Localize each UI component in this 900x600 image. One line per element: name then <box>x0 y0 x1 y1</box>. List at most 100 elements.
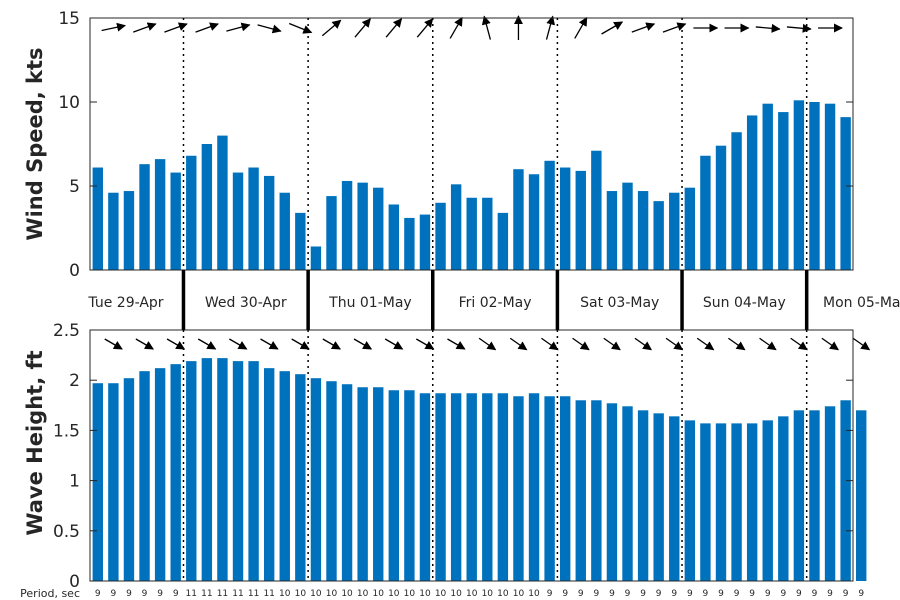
wind-bar <box>684 187 696 270</box>
wave-direction-arrow <box>634 337 653 351</box>
wind-bar <box>123 191 135 270</box>
period-value: 9 <box>126 589 132 599</box>
wave-direction-arrow <box>353 338 373 350</box>
wind-bar <box>544 160 555 270</box>
wave-direction-arrow <box>852 337 871 351</box>
wave-bar <box>482 393 493 581</box>
period-row-label: Period, sec <box>20 587 80 600</box>
period-value: 9 <box>780 589 786 599</box>
wind-bar <box>263 175 275 270</box>
wind-y-tick-label: 0 <box>69 261 80 281</box>
wave-direction-arrow <box>759 337 777 351</box>
wind-bar <box>450 184 462 270</box>
wind-direction-arrow <box>195 22 219 33</box>
period-value: 10 <box>310 589 322 599</box>
wind-bar <box>217 135 228 270</box>
wave-direction-arrow <box>197 338 217 350</box>
wind-direction-arrow <box>101 22 126 32</box>
period-value: 9 <box>142 589 148 599</box>
period-value: 10 <box>513 589 525 599</box>
wave-bar <box>513 396 524 581</box>
wind-bar <box>591 150 602 270</box>
wave-height-bars <box>92 358 867 581</box>
wave-y-tick-label: 1.5 <box>53 421 80 441</box>
wind-bar <box>513 169 524 270</box>
wave-direction-arrow <box>384 338 404 350</box>
wind-bar <box>139 164 150 270</box>
wind-bar <box>92 167 103 270</box>
period-value: 9 <box>625 589 631 599</box>
wave-bar <box>653 413 664 581</box>
period-value: 10 <box>373 589 385 599</box>
wave-bar <box>341 384 353 581</box>
wind-y-tick-label: 5 <box>69 177 80 197</box>
period-value: 9 <box>562 589 568 599</box>
wave-bar <box>248 361 259 581</box>
wind-direction-arrow <box>481 15 492 40</box>
wind-bar <box>186 155 197 270</box>
wind-direction-arrow <box>755 23 781 33</box>
period-value: 9 <box>703 589 709 599</box>
period-value: 9 <box>671 589 677 599</box>
wave-bar <box>700 423 711 581</box>
period-value: 11 <box>263 589 274 599</box>
period-value: 11 <box>201 589 212 599</box>
wave-direction-arrow <box>229 338 248 350</box>
wave-bar <box>108 383 119 581</box>
wind-direction-arrow <box>545 15 555 40</box>
period-value: 9 <box>609 589 615 599</box>
day-label: Mon 05-Ma <box>823 295 900 311</box>
period-value: 10 <box>326 589 338 599</box>
wind-bar <box>295 212 306 270</box>
wave-bar <box>279 371 290 581</box>
period-value: 10 <box>466 589 478 599</box>
wave-bar <box>793 410 805 581</box>
wave-y-tick-label: 0 <box>69 572 80 592</box>
wave-direction-arrow <box>166 338 186 350</box>
wave-bar <box>622 406 633 581</box>
period-value: 11 <box>232 589 243 599</box>
wave-bar <box>373 387 384 581</box>
period-value: 10 <box>497 589 509 599</box>
wave-bar <box>326 381 337 581</box>
wave-plot-frame <box>89 329 854 582</box>
wave-bar <box>232 361 244 581</box>
wave-direction-arrow <box>665 337 684 351</box>
wind-bar <box>466 197 477 270</box>
wind-bar <box>419 214 431 270</box>
wave-y-tick-label: 2.5 <box>53 321 80 341</box>
wave-bar <box>715 423 727 581</box>
wind-bar <box>310 246 322 270</box>
day-label-strip: Tue 29-Apr Wed 30-Apr Thu 01-May Fri 02-May… <box>87 295 900 311</box>
wind-bar <box>793 100 805 270</box>
period-value: 10 <box>450 589 462 599</box>
wind-bar <box>404 217 415 270</box>
wind-bar <box>669 192 680 270</box>
wave-bar <box>154 368 166 581</box>
period-value: 10 <box>388 589 400 599</box>
wave-height-panel: 0 0.5 1 1.5 2 2.5 Wave Height, ft <box>23 321 871 592</box>
wind-bar <box>809 102 820 270</box>
period-value: 11 <box>217 589 228 599</box>
wave-bar <box>809 410 820 581</box>
wind-bar <box>154 159 166 270</box>
wave-direction-arrow <box>478 337 497 351</box>
wave-bar <box>170 364 181 581</box>
wave-direction-arrow <box>415 338 435 350</box>
wave-bar <box>497 393 509 581</box>
wind-bar <box>746 115 758 270</box>
period-value: 9 <box>796 589 802 599</box>
day-label: Tue 29-Apr <box>87 295 163 311</box>
wave-bar <box>840 400 851 581</box>
wave-bar <box>201 358 213 581</box>
wave-bar <box>684 420 696 581</box>
wind-bar <box>170 172 181 270</box>
wave-direction-arrow <box>104 338 123 350</box>
wind-bar <box>653 201 664 270</box>
wind-direction-arrow <box>601 21 624 35</box>
wind-bar <box>637 191 649 270</box>
day-dividers <box>181 18 809 581</box>
wind-direction-arrow <box>416 18 434 38</box>
wave-bar <box>388 390 400 581</box>
period-value: 9 <box>547 589 553 599</box>
